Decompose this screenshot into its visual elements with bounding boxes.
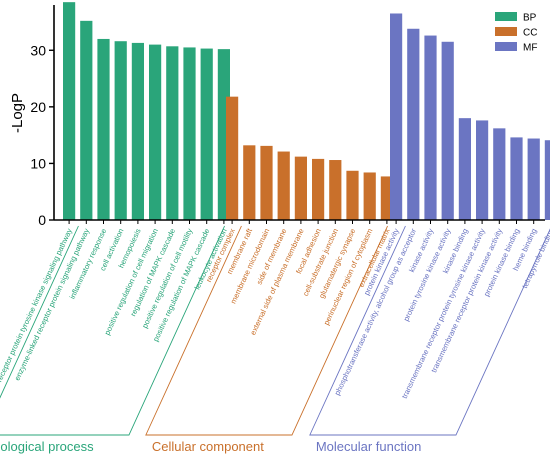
axes-layer: 0 10 20 30 -LogP xyxy=(9,5,545,228)
bar xyxy=(200,48,213,220)
bar xyxy=(63,2,76,221)
group-frame xyxy=(145,225,388,436)
y-axis-title: -LogP xyxy=(9,93,26,133)
groups-layer: Biological process Cellular component Mole… xyxy=(0,225,550,454)
bar xyxy=(243,145,256,220)
y-tick-label: 30 xyxy=(30,42,46,58)
bar xyxy=(80,20,93,221)
bar xyxy=(131,42,144,220)
legend-label: CC xyxy=(523,28,537,39)
bar xyxy=(260,145,273,220)
bar xyxy=(346,170,359,220)
legend-swatch xyxy=(495,42,517,51)
bar xyxy=(114,41,127,220)
bar xyxy=(476,120,489,220)
legend-swatch xyxy=(495,12,517,21)
legend: BP CC MF xyxy=(495,12,537,54)
group-frame xyxy=(0,225,225,436)
bar xyxy=(329,160,342,220)
bars-layer xyxy=(63,2,550,221)
group-label: Molecular function xyxy=(316,439,422,454)
labels-layer: cell surface receptor protein tyrosine k… xyxy=(0,226,550,420)
bar xyxy=(294,156,307,220)
bar xyxy=(424,35,437,221)
bar xyxy=(407,28,420,221)
bar xyxy=(493,128,506,220)
category-label: enzyme-linked receptor protein signaling… xyxy=(12,227,91,382)
bar xyxy=(166,46,179,221)
bar xyxy=(277,151,290,220)
bar xyxy=(441,41,454,220)
bar xyxy=(183,47,196,221)
legend-swatch xyxy=(495,27,517,36)
bar xyxy=(544,140,550,220)
bar xyxy=(363,172,376,220)
bar xyxy=(226,96,239,220)
bar xyxy=(312,158,325,220)
bar xyxy=(510,137,523,220)
y-tick-label: 10 xyxy=(30,155,46,171)
y-tick-label: 20 xyxy=(30,99,46,115)
bar xyxy=(458,118,471,220)
bar xyxy=(97,38,110,220)
legend-label: BP xyxy=(523,13,537,24)
group-label: Cellular component xyxy=(152,439,264,454)
group-frame xyxy=(309,225,550,436)
bar xyxy=(390,13,403,220)
bar xyxy=(527,138,540,220)
legend-label: MF xyxy=(523,43,537,54)
bar xyxy=(149,44,162,221)
bar xyxy=(380,176,393,220)
group-label: Biological process xyxy=(0,439,94,454)
y-tick-label: 0 xyxy=(38,212,46,228)
